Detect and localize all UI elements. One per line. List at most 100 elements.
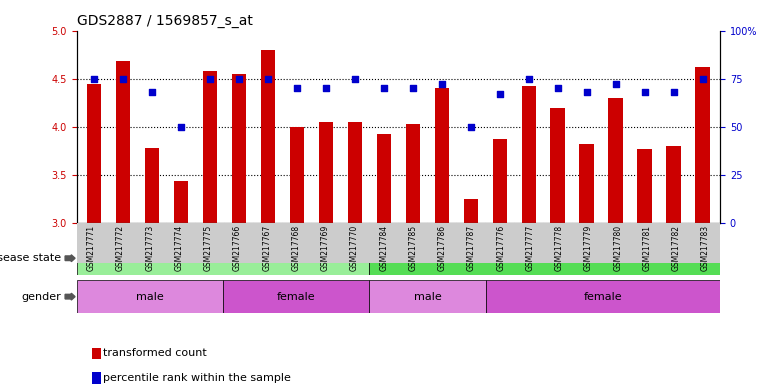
Bar: [457, 223, 486, 263]
Point: [552, 85, 564, 91]
Point: [262, 76, 274, 82]
Bar: [348, 122, 362, 223]
Bar: [203, 71, 218, 223]
Point: [378, 85, 390, 91]
Text: percentile rank within the sample: percentile rank within the sample: [103, 373, 291, 383]
FancyBboxPatch shape: [369, 242, 720, 275]
Point: [610, 81, 622, 88]
Bar: [231, 74, 246, 223]
Text: gender: gender: [21, 291, 61, 302]
Bar: [405, 124, 420, 223]
Bar: [116, 61, 130, 223]
Text: GSM217785: GSM217785: [408, 225, 417, 271]
Text: GSM217786: GSM217786: [437, 225, 447, 271]
Text: disease state: disease state: [0, 253, 61, 263]
Bar: [106, 223, 135, 263]
Point: [233, 76, 245, 82]
Bar: [77, 223, 106, 263]
Text: GSM217780: GSM217780: [613, 225, 622, 271]
Point: [146, 89, 158, 95]
Point: [319, 85, 332, 91]
FancyBboxPatch shape: [77, 280, 223, 313]
Bar: [493, 139, 507, 223]
Text: male: male: [136, 291, 164, 302]
Bar: [369, 223, 398, 263]
Text: GSM217787: GSM217787: [467, 225, 476, 271]
Bar: [551, 108, 565, 223]
Text: GSM217774: GSM217774: [175, 225, 184, 271]
FancyBboxPatch shape: [369, 280, 486, 313]
Text: GSM217783: GSM217783: [701, 225, 710, 271]
Bar: [545, 223, 574, 263]
Bar: [603, 223, 632, 263]
Text: GSM217778: GSM217778: [555, 225, 564, 271]
Bar: [637, 149, 652, 223]
Text: transformed count: transformed count: [103, 348, 207, 358]
Text: GSM217770: GSM217770: [350, 225, 359, 271]
Point: [349, 76, 361, 82]
Text: GSM217777: GSM217777: [525, 225, 535, 271]
Bar: [290, 127, 304, 223]
Bar: [281, 223, 310, 263]
Bar: [666, 146, 681, 223]
Bar: [165, 223, 194, 263]
Point: [175, 124, 187, 130]
Text: moderate HD: moderate HD: [507, 253, 582, 263]
Text: GSM217782: GSM217782: [672, 225, 681, 271]
Text: GSM217776: GSM217776: [496, 225, 506, 271]
Bar: [223, 223, 252, 263]
Text: GSM217779: GSM217779: [584, 225, 593, 271]
FancyBboxPatch shape: [486, 280, 720, 313]
Bar: [574, 223, 603, 263]
Text: GSM217766: GSM217766: [233, 225, 242, 271]
Bar: [579, 144, 594, 223]
Point: [465, 124, 477, 130]
Point: [204, 76, 216, 82]
Bar: [87, 84, 101, 223]
Bar: [486, 223, 516, 263]
Text: female: female: [584, 291, 622, 302]
Bar: [174, 182, 188, 223]
Bar: [691, 223, 720, 263]
Bar: [319, 122, 333, 223]
Bar: [398, 223, 427, 263]
Text: male: male: [414, 291, 441, 302]
Point: [696, 76, 709, 82]
Bar: [696, 67, 710, 223]
Bar: [252, 223, 281, 263]
Point: [667, 89, 679, 95]
Text: GSM217771: GSM217771: [87, 225, 96, 271]
Bar: [260, 50, 275, 223]
Bar: [463, 199, 478, 223]
Point: [581, 89, 593, 95]
Bar: [662, 223, 691, 263]
Point: [522, 76, 535, 82]
Point: [436, 81, 448, 88]
Bar: [522, 86, 536, 223]
Text: GSM217784: GSM217784: [379, 225, 388, 271]
Text: GSM217775: GSM217775: [204, 225, 213, 271]
Text: GSM217772: GSM217772: [116, 225, 125, 271]
Text: GSM217769: GSM217769: [321, 225, 329, 271]
Text: GSM217781: GSM217781: [643, 225, 651, 271]
Bar: [632, 223, 662, 263]
Point: [291, 85, 303, 91]
Bar: [135, 223, 165, 263]
Bar: [194, 223, 223, 263]
Text: GSM217773: GSM217773: [146, 225, 154, 271]
Bar: [377, 134, 391, 223]
Bar: [427, 223, 457, 263]
Bar: [340, 223, 369, 263]
Bar: [434, 88, 449, 223]
Bar: [516, 223, 545, 263]
Bar: [145, 148, 159, 223]
Bar: [310, 223, 340, 263]
Text: control: control: [204, 253, 242, 263]
Point: [88, 76, 100, 82]
Point: [117, 76, 129, 82]
Point: [639, 89, 651, 95]
Text: female: female: [277, 291, 316, 302]
FancyBboxPatch shape: [223, 280, 369, 313]
Text: GDS2887 / 1569857_s_at: GDS2887 / 1569857_s_at: [77, 14, 253, 28]
Text: GSM217768: GSM217768: [291, 225, 300, 271]
